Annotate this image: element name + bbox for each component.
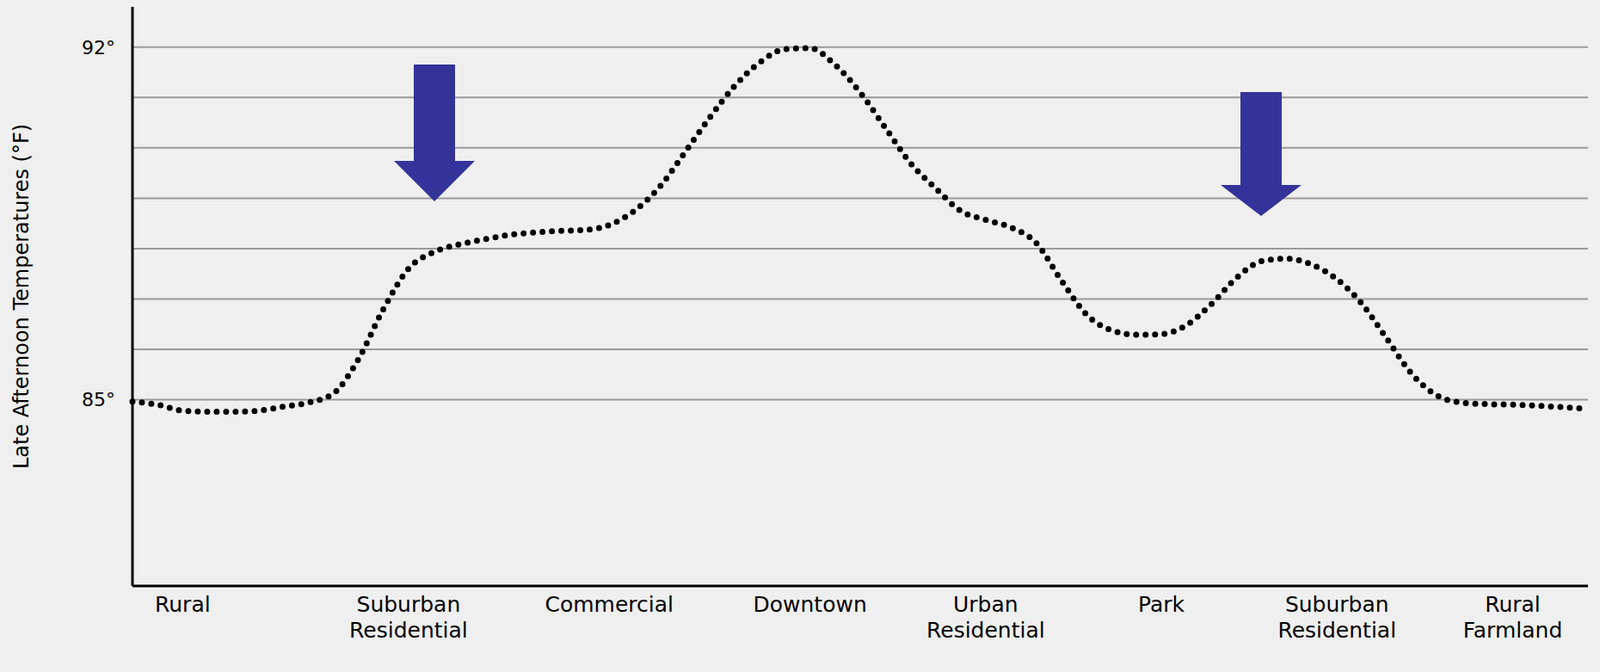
svg-text:SuburbanResidential: SuburbanResidential <box>349 591 468 643</box>
svg-text:Commercial: Commercial <box>545 591 675 617</box>
svg-text:92°: 92° <box>81 36 116 59</box>
svg-text:RuralFarmland: RuralFarmland <box>1463 591 1564 643</box>
svg-text:Rural: Rural <box>154 591 211 617</box>
svg-text:85°: 85° <box>81 388 116 411</box>
svg-text:SuburbanResidential: SuburbanResidential <box>1277 591 1397 643</box>
svg-text:Downtown: Downtown <box>753 591 868 617</box>
svg-text:UrbanResidential: UrbanResidential <box>926 591 1046 643</box>
svg-text:Park: Park <box>1138 591 1186 617</box>
svg-text:Late Afternoon Temperatures (°: Late Afternoon Temperatures (°F) <box>9 123 34 469</box>
